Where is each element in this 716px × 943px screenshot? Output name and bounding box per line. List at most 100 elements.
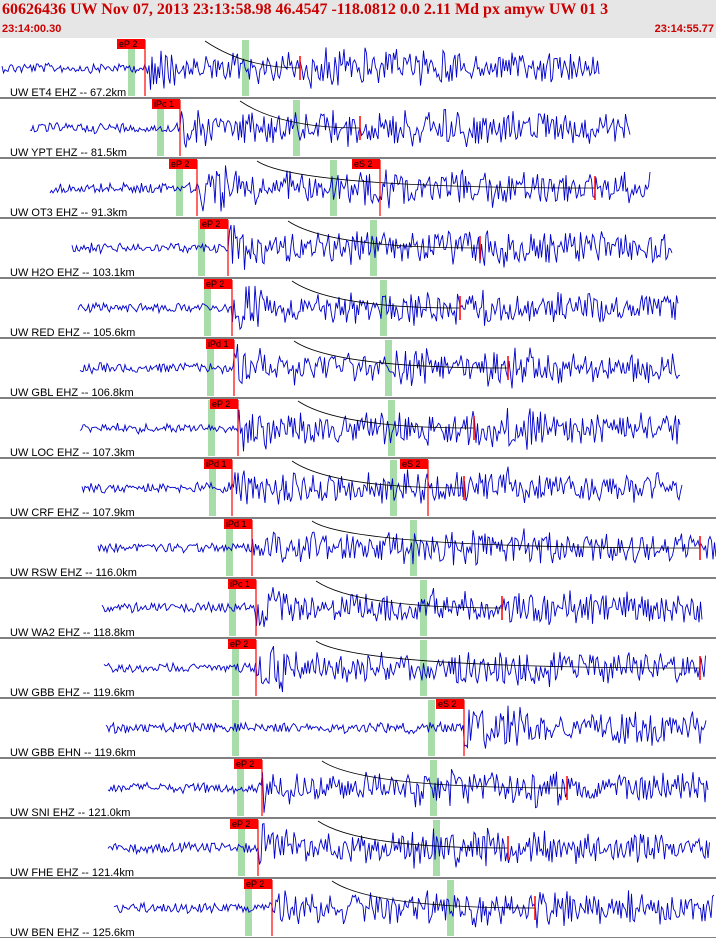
phase-pick[interactable]: eP 2 — [117, 39, 146, 96]
pick-flag — [117, 39, 145, 49]
p-window — [198, 220, 205, 276]
phase-pick[interactable]: eP 2 — [204, 279, 233, 336]
travel-time-curve — [297, 400, 475, 429]
trace-row[interactable]: eP 2 UW SNI EHZ -- 121.0km — [0, 759, 716, 819]
pick-flag — [204, 279, 232, 289]
travel-time-curve — [256, 160, 596, 189]
travel-time-curve — [331, 880, 536, 909]
travel-time-curve — [321, 760, 568, 789]
waveform — [79, 344, 681, 389]
travel-time-curve — [291, 460, 465, 489]
trace-row[interactable]: iPd 1 UW RSW EHZ -- 116.0km — [0, 519, 716, 579]
phase-pick[interactable]: eP 2 — [169, 159, 198, 216]
s-window — [420, 580, 427, 636]
phase-pick[interactable]: iPc 1 — [228, 579, 257, 636]
station-label: UW GBL EHZ -- 106.8km — [10, 387, 134, 399]
phase-pick[interactable]: eP 2 — [200, 219, 229, 276]
travel-time-curve — [311, 520, 701, 549]
travel-time-curve — [293, 340, 509, 369]
travel-time-curve — [291, 280, 461, 309]
phase-pick[interactable]: eS 2 — [436, 699, 465, 756]
station-label: UW GBB EHN -- 119.6km — [10, 747, 136, 759]
phase-pick[interactable]: eP 2 — [230, 819, 259, 876]
trace-row[interactable]: eP 2 UW H2O EHZ -- 103.1km — [0, 219, 716, 279]
waveform — [105, 705, 707, 749]
p-window — [204, 280, 211, 336]
travel-time-curve — [317, 820, 509, 849]
phase-pick[interactable]: iPd 1 — [204, 459, 233, 516]
phase-pick[interactable]: eS 2 — [400, 459, 429, 516]
pick-flag — [169, 159, 197, 169]
travel-time-curve — [287, 220, 481, 249]
station-label: UW ET4 EHZ -- 67.2km — [10, 87, 126, 99]
phase-pick[interactable]: eP 2 — [228, 639, 257, 696]
station-label: UW BEN EHZ -- 125.6km — [10, 927, 135, 938]
pick-flag — [230, 819, 258, 829]
pick-label: eP 2 — [119, 39, 137, 49]
s-window — [430, 760, 437, 816]
waveform — [97, 528, 716, 567]
trace-row[interactable]: eP 2 UW LOC EHZ -- 107.3km — [0, 399, 716, 459]
seismogram-plot[interactable]: eP 2 UW ET4 EHZ -- 67.2km iPc 1 UW YPT EHZ … — [0, 38, 716, 939]
phase-pick[interactable]: eS 2 — [352, 159, 381, 216]
trace-row[interactable]: eP 2 UW BEN EHZ -- 125.6km — [0, 879, 716, 939]
trace-row[interactable]: iPd 1 UW GBL EHZ -- 106.8km — [0, 339, 716, 399]
pick-flag — [224, 519, 252, 529]
waveform — [107, 822, 710, 869]
s-window — [433, 820, 440, 876]
station-label: UW FHE EHZ -- 121.4km — [10, 867, 134, 879]
pick-flag — [206, 339, 234, 349]
pick-flag — [234, 759, 262, 769]
pick-flag — [228, 579, 256, 589]
phase-pick[interactable]: eP 2 — [234, 759, 263, 816]
s-window — [293, 100, 300, 156]
travel-time-curve — [239, 100, 361, 129]
station-label: UW SNI EHZ -- 121.0km — [10, 807, 130, 819]
trace-row[interactable]: iPc 1 UW WA2 EHZ -- 118.8km — [0, 579, 716, 639]
pick-label: eP 2 — [246, 879, 264, 889]
waveform — [113, 890, 715, 929]
phase-pick[interactable]: eP 2 — [210, 399, 239, 456]
s-window — [388, 400, 395, 456]
trace-row[interactable]: eP 2 UW FHE EHZ -- 121.4km — [0, 819, 716, 879]
trace-row[interactable]: eP 2 UW ET4 EHZ -- 67.2km — [0, 39, 716, 99]
waveform — [101, 587, 703, 628]
pick-flag — [352, 159, 380, 169]
waveform — [71, 224, 673, 270]
station-label: UW YPT EHZ -- 81.5km — [10, 147, 127, 159]
travel-time-curve — [204, 40, 301, 69]
pick-flag — [210, 399, 238, 409]
phase-pick[interactable]: iPd 1 — [224, 519, 253, 576]
station-label: UW H2O EHZ -- 103.1km — [10, 267, 135, 279]
start-time: 23:14:00.30 — [2, 23, 62, 35]
s-window — [447, 880, 454, 936]
trace-row[interactable]: eP 2 UW RED EHZ -- 105.6km — [0, 279, 716, 339]
p-window — [245, 880, 252, 936]
trace-row[interactable]: iPc 1 UW YPT EHZ -- 81.5km — [0, 99, 716, 159]
s-window — [380, 280, 387, 336]
pick-label: eP 2 — [232, 819, 250, 829]
trace-row[interactable]: eS 2 UW GBB EHN -- 119.6km — [0, 699, 716, 759]
station-label: UW GBB EHZ -- 119.6km — [10, 687, 134, 699]
pick-label: iPd 1 — [226, 519, 247, 529]
header-bar: 60626436 UW Nov 07, 2013 23:13:58.98 46.… — [0, 0, 716, 38]
pick-flag — [200, 219, 228, 229]
travel-time-curve — [315, 640, 701, 669]
trace-row[interactable]: eP 2 UW GBB EHZ -- 119.6km — [0, 639, 716, 699]
phase-pick[interactable]: iPd 1 — [206, 339, 235, 396]
station-label: UW RSW EHZ -- 116.0km — [10, 567, 137, 579]
station-label: UW RED EHZ -- 105.6km — [10, 327, 135, 339]
pick-label: eS 2 — [402, 459, 421, 469]
phase-pick[interactable]: iPc 1 — [152, 99, 181, 156]
s-window — [330, 160, 337, 216]
trace-row[interactable]: iPd 1 eS 2 UW CRF EHZ -- 107.9km — [0, 459, 716, 519]
pick-flag — [152, 99, 180, 109]
phase-pick[interactable]: eP 2 — [244, 879, 273, 936]
waveform — [81, 466, 683, 505]
pick-label: eP 2 — [171, 159, 189, 169]
seismogram-canvas[interactable]: eP 2 UW ET4 EHZ -- 67.2km iPc 1 UW YPT EHZ … — [0, 38, 716, 939]
station-label: UW LOC EHZ -- 107.3km — [10, 447, 135, 459]
trace-row[interactable]: eP 2 eS 2 UW OT3 EHZ -- 91.3km — [0, 159, 716, 219]
pick-label: iPd 1 — [206, 459, 227, 469]
p-window — [176, 160, 183, 216]
